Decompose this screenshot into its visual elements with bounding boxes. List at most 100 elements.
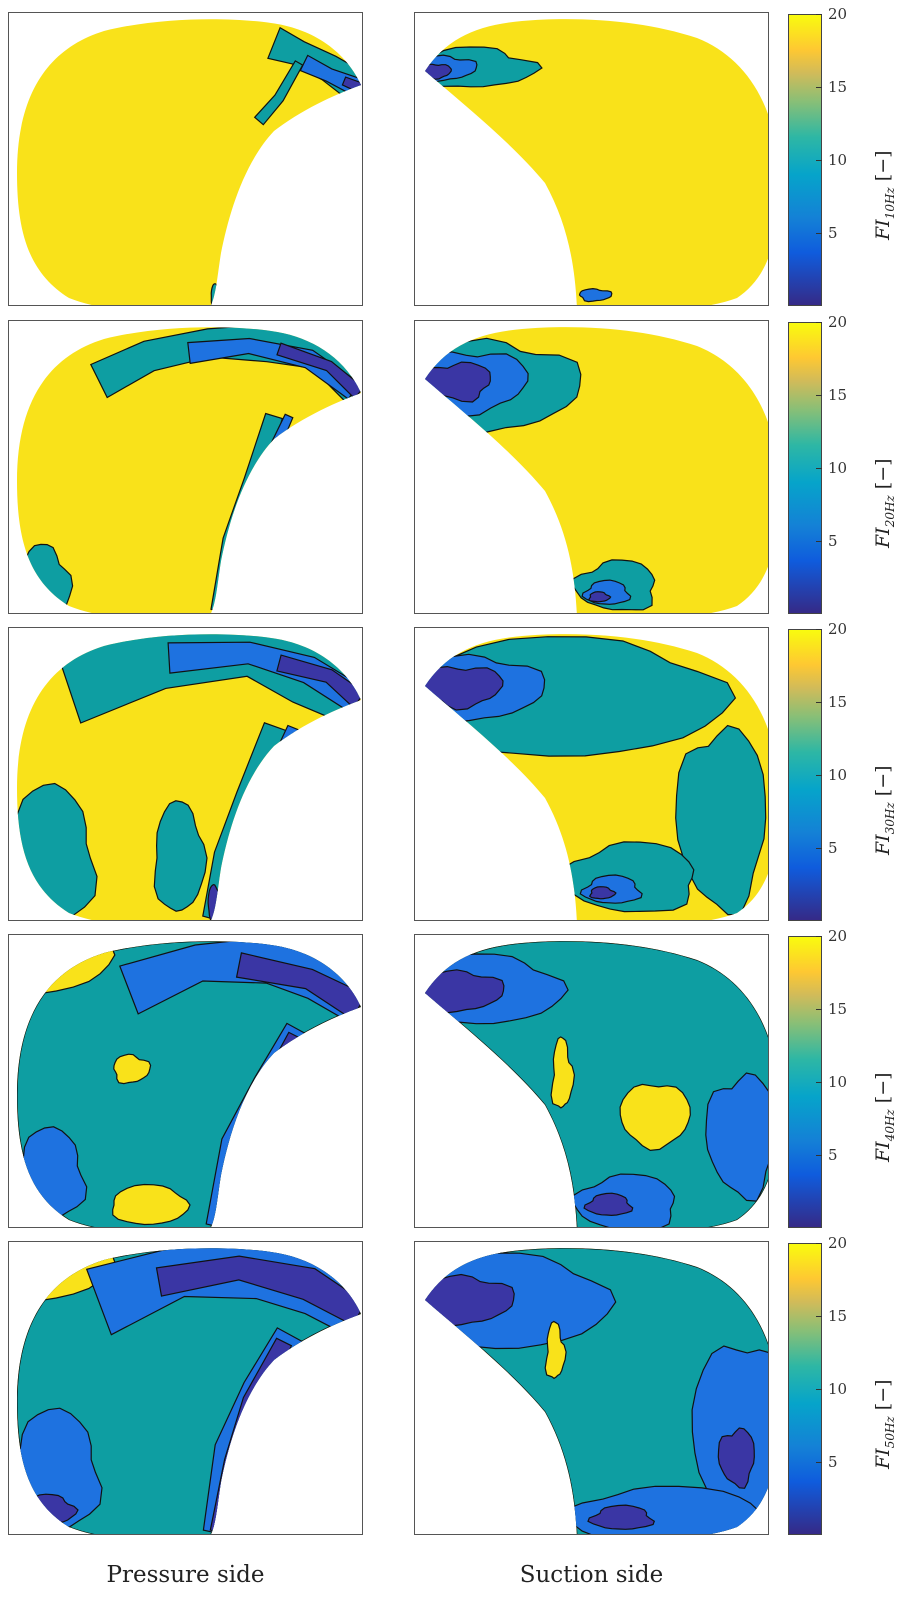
- label-sub: 40Hz: [882, 1109, 897, 1142]
- label-unit: [−]: [872, 1072, 894, 1104]
- colorbar-tick-label: 15: [828, 693, 848, 711]
- colorbar-tick: [816, 1389, 822, 1390]
- label-main: FI: [872, 834, 894, 855]
- label-sub: 50Hz: [882, 1416, 897, 1449]
- colorbar-tick: [816, 87, 822, 88]
- contour-region: [207, 883, 221, 920]
- contour-region: [425, 969, 505, 1014]
- colorbar-label-50Hz: FI50Hz [−]: [872, 1379, 897, 1469]
- contour-region: [550, 1036, 576, 1109]
- colorbar-tick-label: 10: [828, 1380, 848, 1398]
- colorbar-tick-label: 5: [828, 1453, 838, 1471]
- pressure-side-panel-40Hz: [8, 934, 363, 1228]
- colorbar-tick: [816, 702, 822, 703]
- colorbar-tick: [816, 1462, 822, 1463]
- label-unit: [−]: [872, 1379, 894, 1411]
- colorbar-label-40Hz: FI40Hz [−]: [872, 1072, 897, 1162]
- label-main: FI: [872, 527, 894, 548]
- label-unit: [−]: [872, 458, 894, 490]
- colorbar-tick-label: 20: [828, 927, 848, 945]
- colorbar-tick: [816, 322, 822, 323]
- colorbar-tick: [816, 936, 822, 937]
- contour-region: [583, 1192, 634, 1217]
- colorbar-tick: [816, 1243, 822, 1244]
- colorbar-tick: [816, 1316, 822, 1317]
- suction-side-panel-30Hz: [414, 627, 769, 921]
- colorbar-tick-label: 20: [828, 5, 848, 23]
- suction-side-label: Suction side: [519, 1562, 664, 1588]
- colorbar-tick: [816, 541, 822, 542]
- label-sub: 20Hz: [882, 495, 897, 528]
- contour-region: [210, 283, 220, 305]
- contour-region: [85, 1248, 361, 1336]
- colorbar-tick-label: 15: [828, 78, 848, 96]
- contour-region: [588, 591, 612, 603]
- colorbar-tick-label: 5: [828, 224, 838, 242]
- contour-region: [112, 1183, 191, 1226]
- colorbar-tick-label: 10: [828, 459, 848, 477]
- contour-region: [619, 1083, 691, 1152]
- colorbar-label-10Hz: FI10Hz [−]: [872, 150, 897, 240]
- colorbar-tick: [816, 1082, 822, 1083]
- suction-side-panel-10Hz: [414, 12, 769, 306]
- contour-region: [425, 665, 504, 711]
- colorbar-label-30Hz: FI30Hz [−]: [872, 765, 897, 855]
- pressure-side-panel-50Hz: [8, 1241, 363, 1535]
- suction-side-panel-20Hz: [414, 320, 769, 614]
- label-main: FI: [872, 1141, 894, 1162]
- pressure-side-panel-30Hz: [8, 627, 363, 921]
- colorbar-tick-label: 5: [828, 1146, 838, 1164]
- pressure-side-label: Pressure side: [106, 1562, 265, 1588]
- colorbar-tick: [816, 1009, 822, 1010]
- colorbar-tick-label: 15: [828, 1307, 848, 1325]
- suction-side-panel-40Hz: [414, 934, 769, 1228]
- contour-region: [253, 60, 304, 126]
- contour-region: [167, 641, 361, 711]
- blade-outline: [17, 327, 361, 613]
- colorbar-tick-label: 10: [828, 1073, 848, 1091]
- colorbar-tick-label: 10: [828, 151, 848, 169]
- label-unit: [−]: [872, 765, 894, 797]
- contour-region: [675, 724, 767, 916]
- pressure-side-panel-20Hz: [8, 320, 363, 614]
- contour-region: [588, 886, 617, 900]
- colorbar-label-20Hz: FI20Hz [−]: [872, 458, 897, 548]
- colorbar-tick: [816, 775, 822, 776]
- contour-region: [544, 1320, 567, 1380]
- colorbar-tick: [816, 468, 822, 469]
- colorbar-tick-label: 20: [828, 313, 848, 331]
- contour-region: [153, 800, 208, 912]
- colorbar-tick-label: 15: [828, 1000, 848, 1018]
- blade-outline: [17, 19, 361, 305]
- contour-region: [235, 952, 361, 1021]
- suction-side-panel-50Hz: [414, 1241, 769, 1535]
- colorbar-tick-label: 15: [828, 386, 848, 404]
- contour-region: [587, 1504, 656, 1530]
- label-main: FI: [872, 219, 894, 240]
- contour-region: [578, 287, 613, 303]
- contour-region: [119, 941, 361, 1023]
- colorbar-tick: [816, 1155, 822, 1156]
- colorbar-tick-label: 20: [828, 1234, 848, 1252]
- contour-region: [717, 1427, 755, 1489]
- contour-region: [425, 1273, 515, 1328]
- label-sub: 10Hz: [882, 187, 897, 220]
- colorbar-tick: [816, 233, 822, 234]
- colorbar-tick: [816, 395, 822, 396]
- colorbar-tick: [816, 160, 822, 161]
- colorbar-tick-label: 20: [828, 620, 848, 638]
- blade-outline: [425, 19, 768, 305]
- pressure-side-panel-10Hz: [8, 12, 363, 306]
- colorbar-tick-label: 5: [828, 839, 838, 857]
- contour-region: [113, 1053, 152, 1085]
- contour-region: [276, 342, 361, 400]
- colorbar-tick: [816, 14, 822, 15]
- colorbar-tick-label: 10: [828, 766, 848, 784]
- contour-region: [155, 1255, 361, 1326]
- colorbar-tick: [816, 848, 822, 849]
- colorbar-tick-label: 5: [828, 532, 838, 550]
- contour-region: [276, 654, 361, 709]
- label-sub: 30Hz: [882, 802, 897, 835]
- colorbar-tick: [816, 629, 822, 630]
- label-unit: [−]: [872, 150, 894, 182]
